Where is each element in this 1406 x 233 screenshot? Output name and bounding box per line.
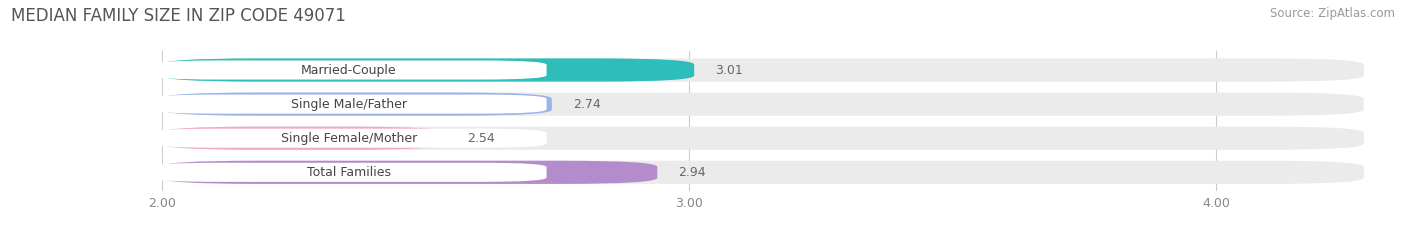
- FancyBboxPatch shape: [162, 127, 1364, 150]
- Text: 2.54: 2.54: [467, 132, 495, 145]
- FancyBboxPatch shape: [162, 58, 1364, 82]
- FancyBboxPatch shape: [150, 129, 547, 148]
- FancyBboxPatch shape: [162, 127, 446, 150]
- Text: 2.94: 2.94: [678, 166, 706, 179]
- Text: 3.01: 3.01: [716, 64, 742, 76]
- FancyBboxPatch shape: [150, 61, 547, 79]
- Text: Total Families: Total Families: [307, 166, 391, 179]
- Text: Single Female/Mother: Single Female/Mother: [281, 132, 418, 145]
- FancyBboxPatch shape: [162, 58, 695, 82]
- FancyBboxPatch shape: [150, 95, 547, 114]
- FancyBboxPatch shape: [162, 93, 1364, 116]
- Text: Single Male/Father: Single Male/Father: [291, 98, 406, 111]
- FancyBboxPatch shape: [162, 93, 551, 116]
- Text: Source: ZipAtlas.com: Source: ZipAtlas.com: [1270, 7, 1395, 20]
- FancyBboxPatch shape: [150, 163, 547, 182]
- Text: 2.74: 2.74: [574, 98, 600, 111]
- Text: MEDIAN FAMILY SIZE IN ZIP CODE 49071: MEDIAN FAMILY SIZE IN ZIP CODE 49071: [11, 7, 346, 25]
- FancyBboxPatch shape: [162, 161, 1364, 184]
- Text: Married-Couple: Married-Couple: [301, 64, 396, 76]
- FancyBboxPatch shape: [162, 161, 657, 184]
